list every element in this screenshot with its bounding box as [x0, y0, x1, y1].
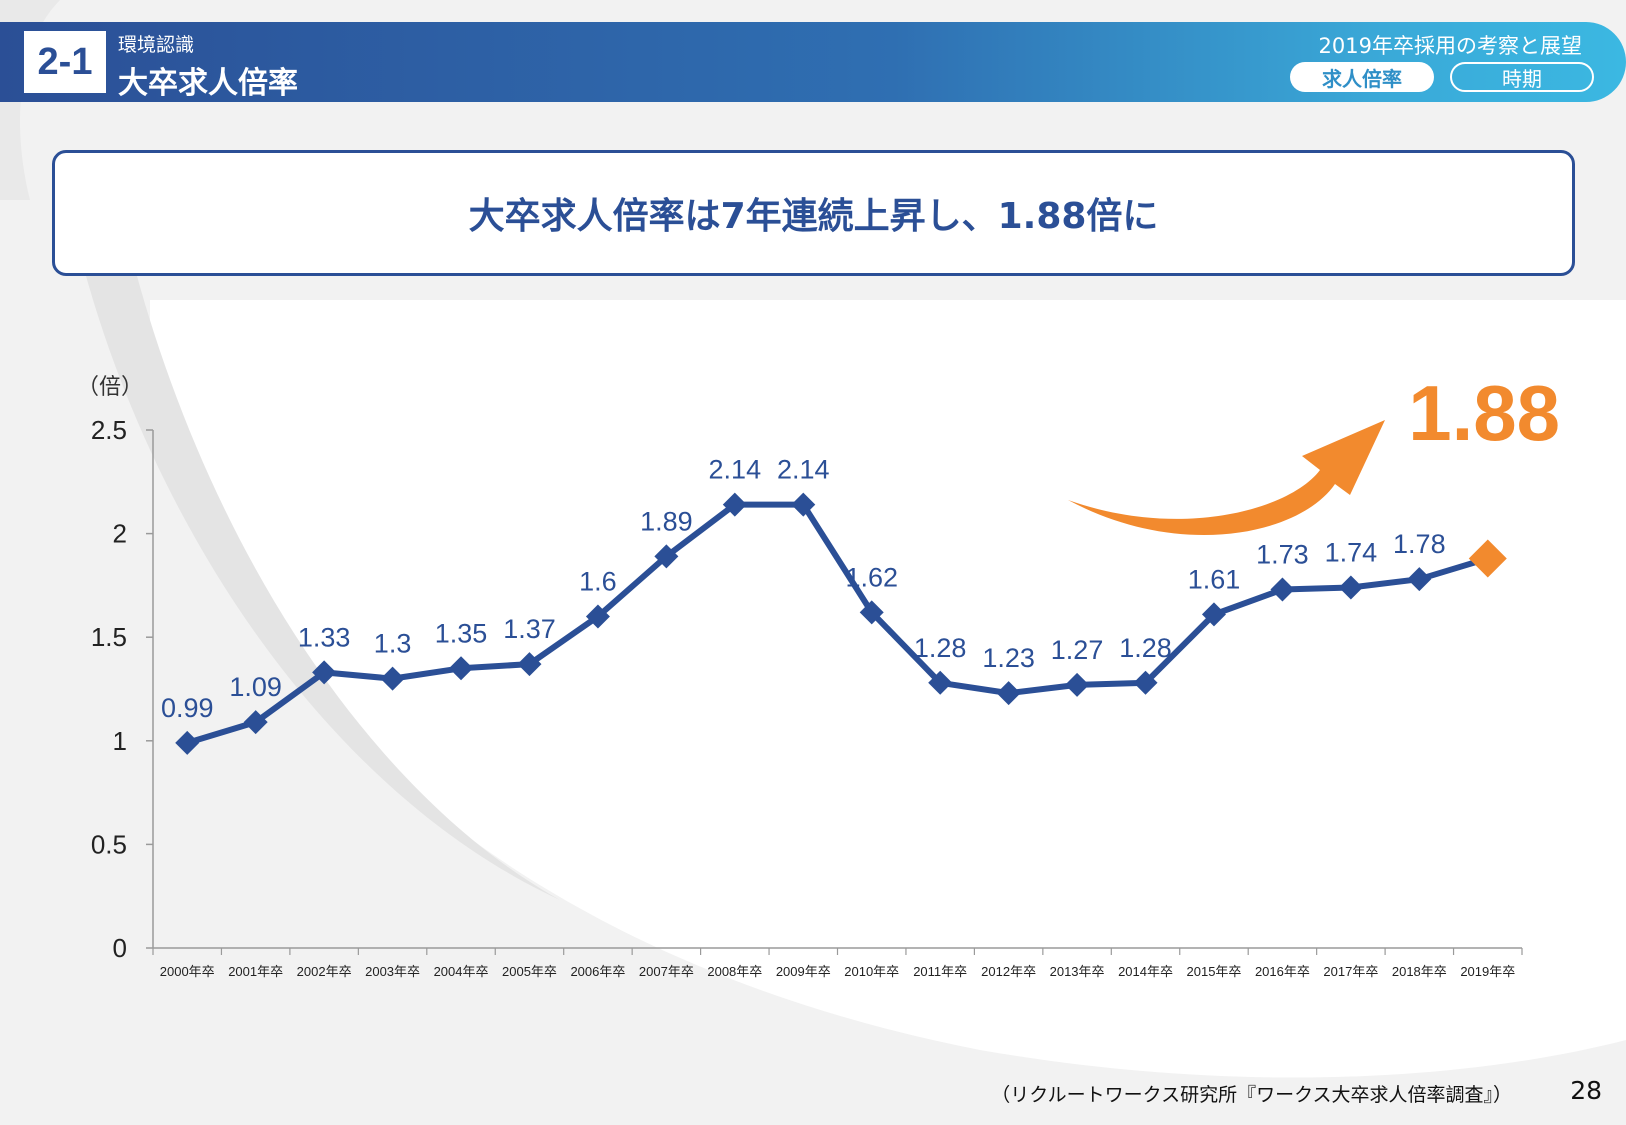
data-point-marker	[791, 492, 816, 517]
data-label: 1.35	[435, 618, 488, 648]
y-tick-label: 0.5	[91, 829, 127, 859]
source-note: （リクルートワークス研究所『ワークス大卒求人倍率調査』）	[991, 1084, 1512, 1106]
series-line	[186, 501, 1489, 746]
y-unit-label: （倍）	[77, 374, 143, 399]
data-label: 1.28	[914, 633, 967, 663]
headline-box: 大卒求人倍率は7年連続上昇し、1.88倍に	[52, 150, 1575, 276]
x-tick-label: 2014年卒	[1118, 964, 1173, 979]
data-label: 1.78	[1393, 529, 1446, 559]
data-point-marker	[722, 492, 747, 517]
y-tick-label: 1	[113, 726, 127, 756]
data-point-marker	[1407, 567, 1432, 592]
x-tick-label: 2005年卒	[502, 964, 557, 979]
data-label: 1.3	[374, 629, 412, 659]
x-tick-label: 2004年卒	[434, 964, 489, 979]
data-label: 1.33	[298, 622, 351, 652]
data-label: 2.14	[709, 455, 762, 485]
data-point-marker	[1270, 577, 1295, 602]
data-label: 1.28	[1119, 633, 1172, 663]
data-label: 1.23	[982, 643, 1035, 673]
data-point-marker	[1338, 575, 1363, 600]
data-point-marker	[449, 656, 474, 681]
data-label: 1.37	[503, 614, 556, 644]
data-point-marker	[243, 710, 268, 735]
highlight-point-marker	[1468, 539, 1507, 578]
x-tick-label: 2012年卒	[981, 964, 1036, 979]
x-tick-label: 2018年卒	[1392, 964, 1447, 979]
data-label: 1.27	[1051, 635, 1104, 665]
x-tick-label: 2006年卒	[570, 964, 625, 979]
y-tick-label: 2	[113, 519, 127, 549]
data-point-marker	[585, 604, 610, 629]
x-tick-label: 2001年卒	[228, 964, 283, 979]
tab-job-ratio[interactable]: 求人倍率	[1290, 62, 1434, 92]
y-tick-label: 0	[113, 933, 127, 963]
data-point-marker	[380, 666, 405, 691]
x-tick-label: 2010年卒	[844, 964, 899, 979]
page-number: 28	[1570, 1076, 1602, 1105]
data-label: 1.6	[579, 566, 617, 596]
data-label: 1.74	[1325, 537, 1378, 567]
x-tick-label: 2009年卒	[776, 964, 831, 979]
y-tick-label: 1.5	[91, 622, 127, 652]
x-tick-label: 2007年卒	[639, 964, 694, 979]
x-tick-label: 2019年卒	[1460, 964, 1515, 979]
x-tick-label: 2008年卒	[707, 964, 762, 979]
data-point-marker	[928, 670, 953, 695]
section-title: 大卒求人倍率	[118, 66, 298, 101]
section-category: 環境認識	[118, 34, 195, 56]
data-point-marker	[654, 544, 679, 569]
section-number-badge: 2-1	[24, 31, 106, 93]
tab-timing[interactable]: 時期	[1450, 62, 1594, 92]
data-label: 1.73	[1256, 540, 1309, 570]
data-point-marker	[175, 730, 200, 755]
trend-arrow-icon	[1068, 420, 1385, 536]
data-label: 0.99	[161, 693, 214, 723]
x-tick-label: 2000年卒	[160, 964, 215, 979]
x-tick-label: 2003年卒	[365, 964, 420, 979]
x-tick-label: 2015年卒	[1187, 964, 1242, 979]
x-tick-label: 2017年卒	[1323, 964, 1378, 979]
data-point-marker	[517, 652, 542, 677]
data-point-marker	[996, 681, 1021, 706]
x-tick-label: 2002年卒	[297, 964, 352, 979]
x-tick-label: 2016年卒	[1255, 964, 1310, 979]
deck-title: 2019年卒採用の考察と展望	[1318, 34, 1582, 58]
data-label: 2.14	[777, 455, 830, 485]
data-point-marker	[1065, 672, 1090, 697]
data-point-marker	[1201, 602, 1226, 627]
x-tick-label: 2013年卒	[1050, 964, 1105, 979]
data-point-marker	[859, 600, 884, 625]
data-point-marker	[1133, 670, 1158, 695]
data-label: 1.89	[640, 506, 693, 536]
data-label: 1.09	[229, 672, 282, 702]
y-tick-label: 2.5	[91, 415, 127, 445]
data-label: 1.62	[845, 562, 898, 592]
data-label: 1.61	[1188, 564, 1241, 594]
highlight-value: 1.88	[1408, 369, 1560, 457]
headline-text: 大卒求人倍率は7年連続上昇し、1.88倍に	[468, 196, 1159, 237]
header-bar: 2-1 環境認識 大卒求人倍率 2019年卒採用の考察と展望 求人倍率 時期	[0, 22, 1626, 102]
data-point-marker	[312, 660, 337, 685]
line-chart: （倍） 0 0.5 1 1.5 2 2.5 2000年卒 2001年卒 2002年卒 2003年卒 2…	[77, 369, 1560, 979]
x-tick-label: 2011年卒	[913, 964, 967, 979]
